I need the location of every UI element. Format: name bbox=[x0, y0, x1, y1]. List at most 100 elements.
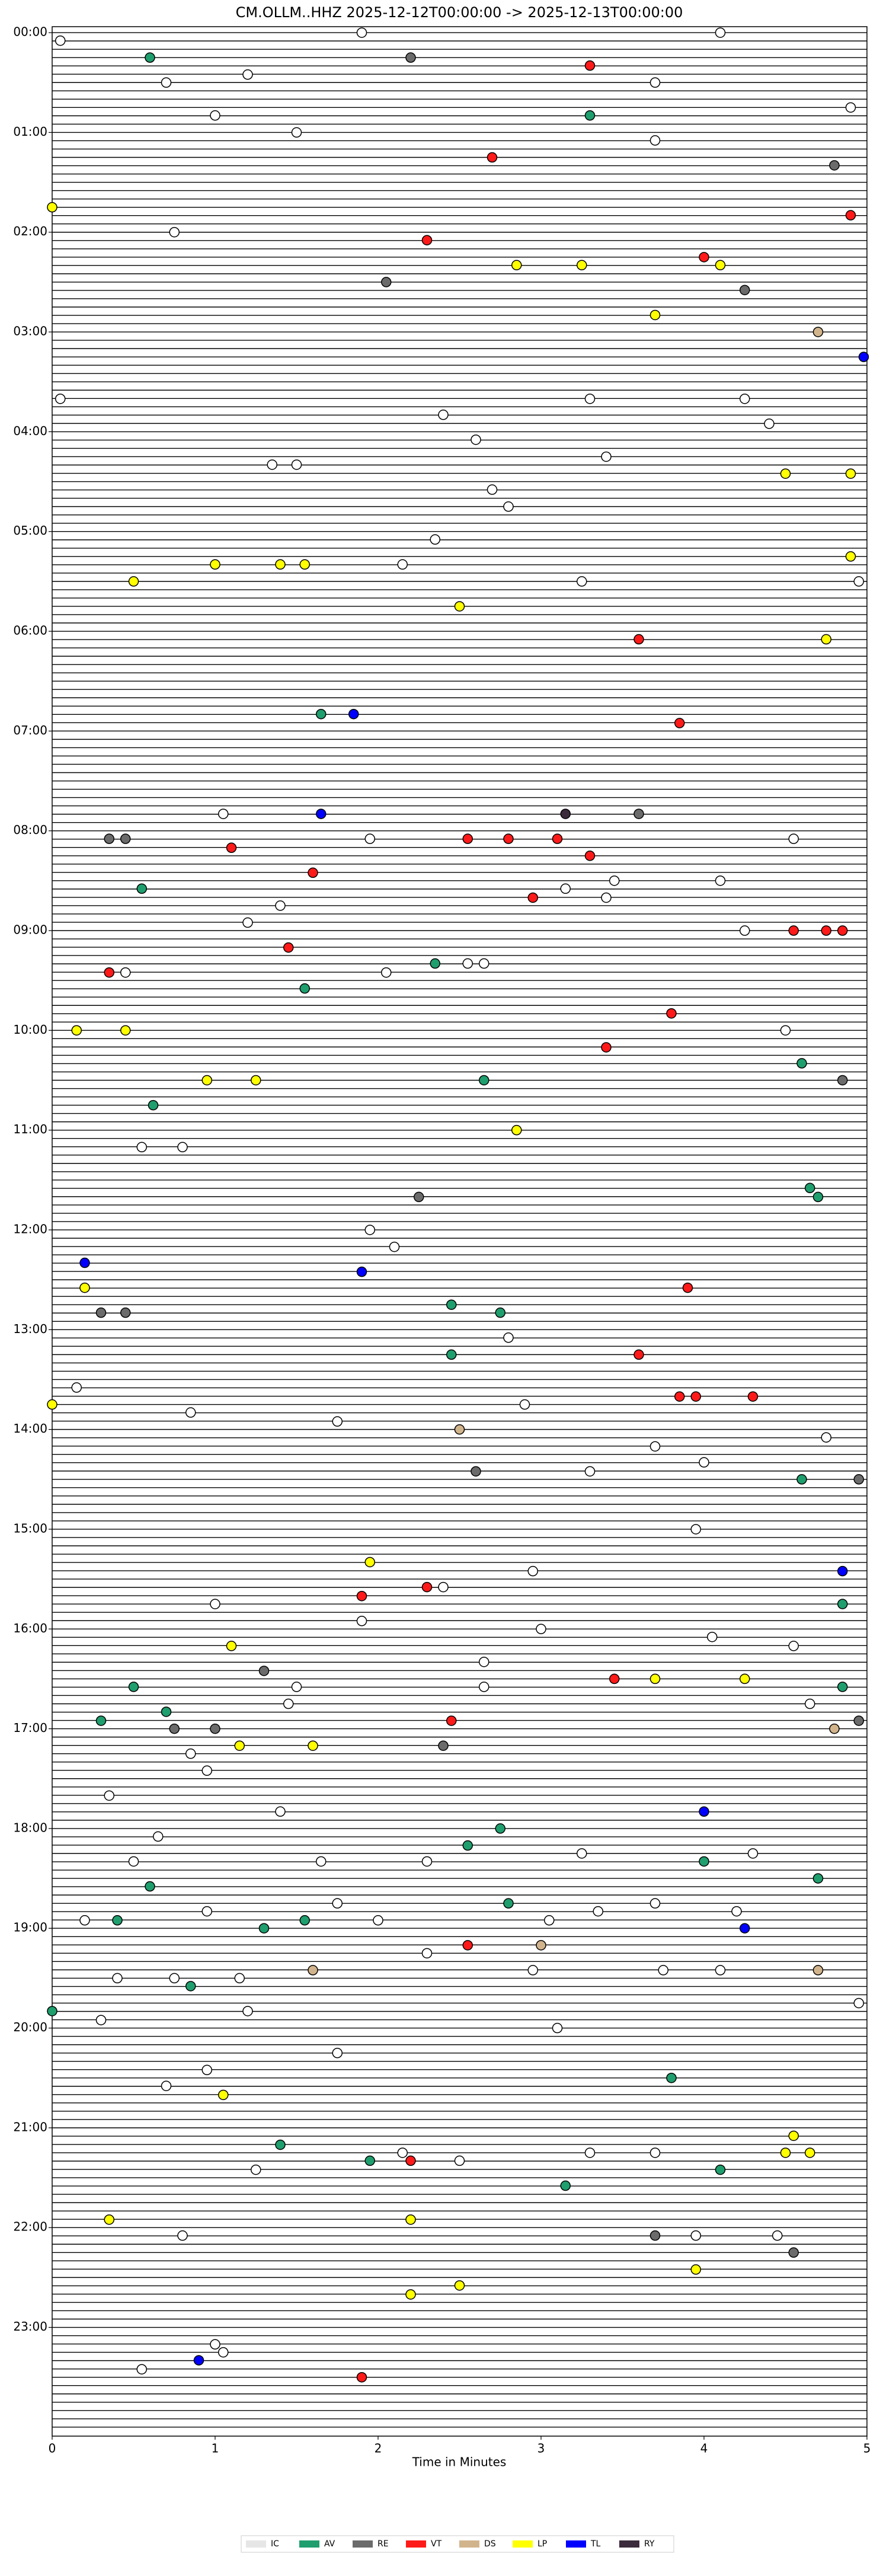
event-marker bbox=[275, 1806, 286, 1817]
event-marker bbox=[332, 1898, 343, 1909]
event-marker bbox=[79, 1915, 90, 1926]
event-marker bbox=[47, 1399, 57, 1410]
event-marker bbox=[95, 1307, 107, 1318]
event-marker bbox=[805, 1182, 815, 1194]
event-marker bbox=[218, 808, 229, 819]
event-marker bbox=[853, 1474, 864, 1485]
event-marker bbox=[609, 1673, 620, 1685]
event-marker bbox=[479, 1075, 489, 1086]
event-marker bbox=[308, 1740, 318, 1751]
event-marker bbox=[177, 2230, 188, 2241]
event-marker bbox=[690, 2230, 701, 2241]
event-marker bbox=[479, 1682, 489, 1692]
event-marker bbox=[104, 2214, 114, 2225]
event-marker bbox=[210, 2339, 220, 2350]
event-marker bbox=[332, 1416, 343, 1427]
event-marker bbox=[577, 260, 587, 271]
event-marker bbox=[299, 559, 310, 570]
event-marker bbox=[584, 60, 596, 71]
event-marker bbox=[161, 2080, 172, 2091]
event-marker bbox=[780, 468, 791, 479]
x-tick-label: 5 bbox=[863, 2441, 871, 2456]
event-marker bbox=[837, 1599, 848, 1609]
event-marker bbox=[242, 69, 253, 80]
event-marker bbox=[584, 110, 596, 121]
event-marker bbox=[503, 833, 514, 844]
event-marker bbox=[462, 958, 473, 969]
event-marker bbox=[845, 551, 856, 562]
event-marker bbox=[430, 958, 440, 969]
event-marker bbox=[291, 127, 302, 138]
event-marker bbox=[316, 708, 327, 720]
legend-label: VT bbox=[431, 2539, 442, 2549]
event-marker bbox=[690, 1391, 701, 1402]
event-marker bbox=[503, 501, 514, 512]
event-marker bbox=[364, 833, 375, 844]
event-marker bbox=[177, 1142, 188, 1153]
event-marker bbox=[837, 925, 848, 936]
event-marker bbox=[649, 2147, 661, 2158]
event-marker bbox=[577, 1848, 587, 1859]
event-marker bbox=[251, 2164, 261, 2175]
event-marker bbox=[414, 1191, 424, 1203]
event-marker bbox=[291, 1682, 302, 1692]
event-marker bbox=[112, 1973, 123, 1984]
event-marker bbox=[446, 1299, 457, 1310]
event-marker bbox=[837, 1682, 848, 1692]
event-marker bbox=[487, 484, 498, 495]
event-marker bbox=[356, 1616, 367, 1626]
event-marker bbox=[633, 1349, 644, 1360]
event-marker bbox=[812, 1191, 824, 1203]
event-marker bbox=[544, 1915, 555, 1926]
event-marker bbox=[479, 958, 489, 969]
event-marker bbox=[79, 1257, 90, 1268]
event-marker bbox=[47, 2006, 57, 2016]
event-marker bbox=[845, 210, 856, 220]
event-marker bbox=[740, 1923, 750, 1933]
y-tick-label: 05:00 bbox=[13, 523, 47, 538]
event-marker bbox=[682, 1282, 693, 1293]
event-marker bbox=[747, 1848, 759, 1859]
y-tick-label: 09:00 bbox=[13, 923, 47, 937]
event-marker bbox=[218, 2089, 229, 2101]
event-marker bbox=[764, 418, 775, 429]
event-marker bbox=[812, 1873, 824, 1884]
event-marker bbox=[169, 226, 180, 238]
event-marker bbox=[421, 1856, 433, 1867]
y-tick-label: 11:00 bbox=[13, 1122, 47, 1136]
event-marker bbox=[438, 1581, 449, 1593]
event-marker bbox=[136, 883, 147, 894]
y-tick-label: 08:00 bbox=[13, 823, 47, 837]
event-marker bbox=[185, 1407, 196, 1418]
event-marker bbox=[511, 1124, 522, 1136]
event-marker bbox=[169, 1973, 180, 1984]
legend-swatch bbox=[246, 2540, 266, 2548]
event-marker bbox=[788, 925, 799, 936]
event-marker bbox=[462, 1840, 473, 1851]
event-marker bbox=[210, 1599, 220, 1609]
event-marker bbox=[715, 27, 726, 38]
event-marker bbox=[519, 1399, 530, 1410]
event-marker bbox=[584, 851, 596, 861]
event-marker bbox=[601, 1042, 612, 1053]
event-marker bbox=[690, 1524, 701, 1535]
event-marker bbox=[210, 110, 220, 121]
legend-label: AV bbox=[324, 2539, 335, 2549]
event-marker bbox=[299, 1915, 310, 1926]
event-marker bbox=[601, 451, 612, 462]
event-marker bbox=[740, 285, 750, 296]
event-marker bbox=[356, 1590, 367, 1602]
event-marker bbox=[201, 2064, 212, 2076]
event-marker bbox=[210, 559, 220, 570]
event-marker bbox=[699, 1806, 709, 1817]
event-marker bbox=[299, 983, 310, 994]
y-tick-label: 17:00 bbox=[13, 1721, 47, 1735]
event-marker bbox=[715, 1965, 726, 1976]
event-marker bbox=[649, 135, 661, 146]
event-marker bbox=[740, 394, 750, 404]
event-marker bbox=[316, 1856, 327, 1867]
event-marker bbox=[821, 925, 831, 936]
event-marker bbox=[649, 2230, 661, 2241]
event-marker bbox=[120, 1307, 131, 1318]
